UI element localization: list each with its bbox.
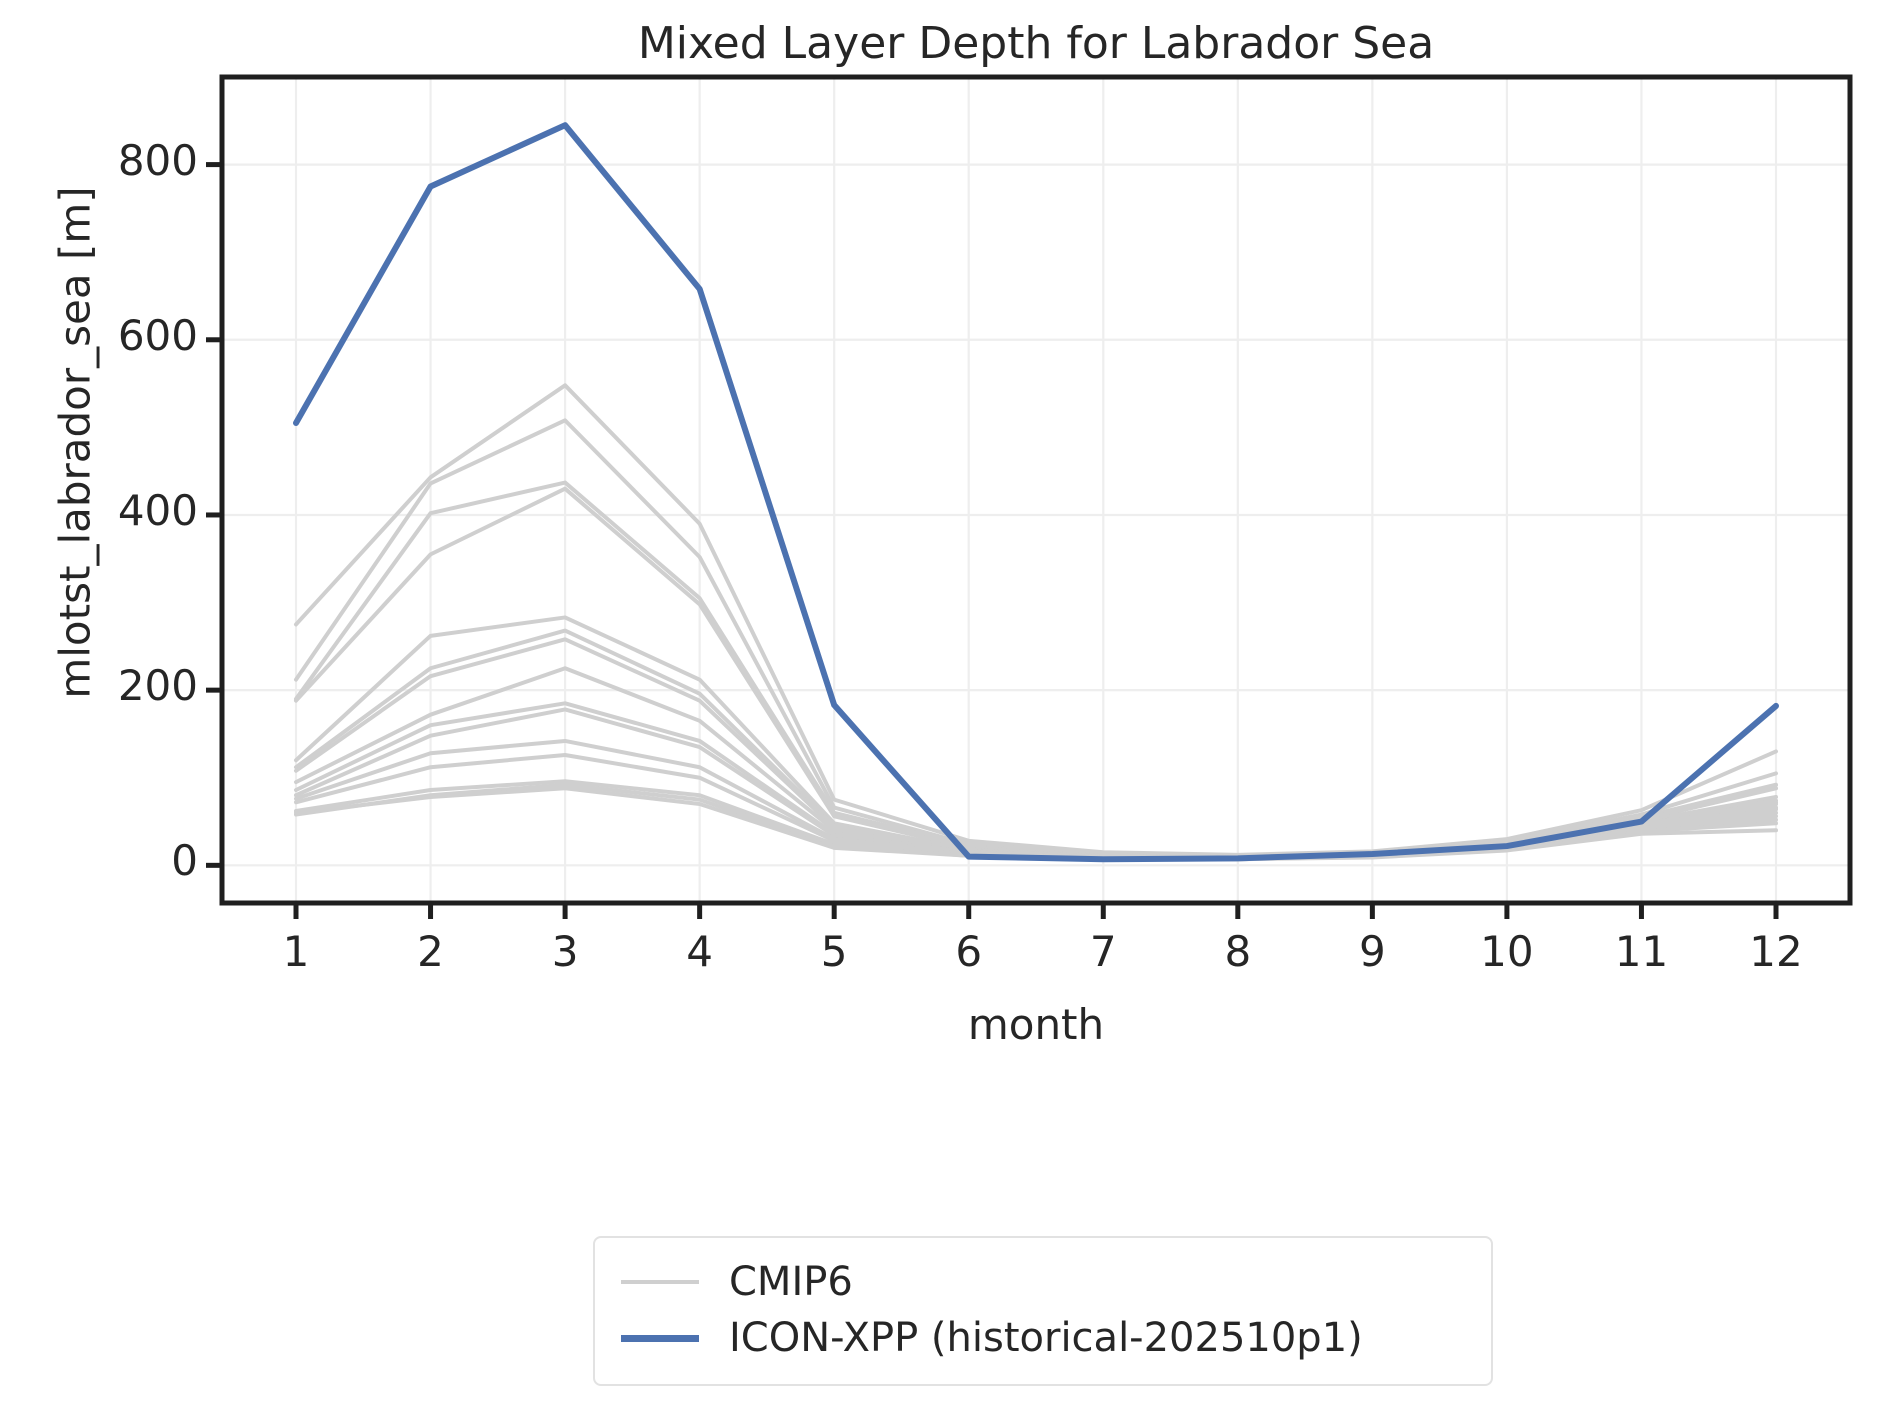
legend-label-icon-xpp: ICON-XPP (historical-202510p1): [729, 1315, 1363, 1361]
axis-ticks: [206, 162, 1779, 919]
x-tick-label: 1: [282, 927, 310, 976]
legend-swatch-cmip6: [621, 1280, 699, 1284]
x-tick-label: 3: [551, 927, 579, 976]
y-tick-label: 800: [117, 135, 198, 185]
legend-label-cmip6: CMIP6: [729, 1259, 853, 1305]
x-tick-label: 4: [686, 927, 713, 976]
axes-spines: [219, 74, 1853, 906]
x-tick-label: 5: [820, 927, 848, 976]
icon-xpp-line: [293, 122, 1779, 863]
x-tick-label: 10: [1480, 927, 1534, 976]
chart-title: Mixed Layer Depth for Labrador Sea: [637, 18, 1435, 69]
legend-swatch-icon-xpp: [621, 1334, 699, 1342]
chart-legend: CMIP6 ICON-XPP (historical-202510p1): [593, 1236, 1493, 1386]
x-tick-label: 7: [1089, 927, 1117, 976]
y-tick-label: 0: [171, 836, 198, 886]
y-tick-label: 600: [117, 310, 198, 360]
x-tick-label: 9: [1358, 927, 1386, 976]
legend-item-cmip6[interactable]: CMIP6: [621, 1254, 1465, 1310]
y-tick-label: 400: [117, 485, 198, 535]
x-tick-label: 12: [1749, 927, 1803, 976]
cmip6-ensemble-lines: [294, 383, 1778, 862]
x-tick-label: 2: [417, 927, 444, 976]
legend-item-icon-xpp[interactable]: ICON-XPP (historical-202510p1): [621, 1310, 1465, 1366]
x-tick-label: 11: [1614, 927, 1669, 976]
gridlines: [222, 77, 1850, 903]
x-axis-label: month: [967, 1000, 1105, 1049]
y-tick-label: 200: [117, 661, 198, 711]
x-tick-label: 6: [955, 927, 983, 976]
x-tick-label: 8: [1224, 927, 1252, 976]
